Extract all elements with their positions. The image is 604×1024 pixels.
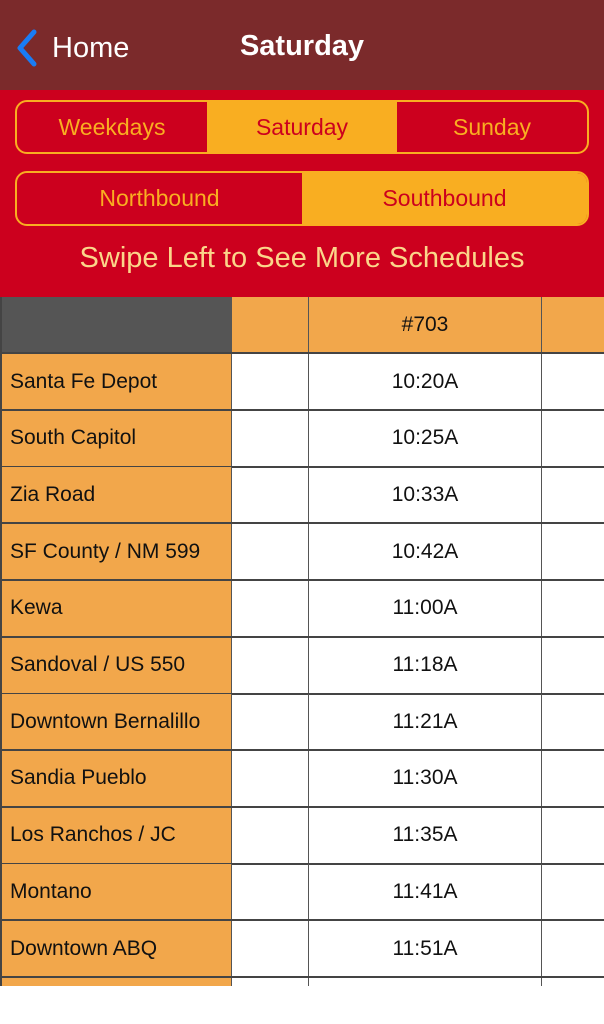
time-cell: 11:35A xyxy=(309,807,542,863)
header-cell-trip: #703 xyxy=(309,297,542,352)
table-row: Montano 11:41A xyxy=(0,864,604,922)
empty-cell xyxy=(542,864,604,919)
table-row: Sandia Pueblo 11:30A xyxy=(0,750,604,808)
empty-cell xyxy=(542,751,604,806)
swipe-hint: Swipe Left to See More Schedules xyxy=(79,242,525,274)
page-title: Saturday xyxy=(239,30,365,62)
table-header-row: #703 xyxy=(0,297,604,354)
table-row: Downtown Bernalillo 11:21A xyxy=(0,694,604,752)
header-cell xyxy=(542,297,604,352)
table-row: South Capitol 10:25A xyxy=(0,410,604,468)
empty-cell xyxy=(232,354,309,409)
table-row: Zia Road 10:33A xyxy=(0,467,604,525)
empty-cell xyxy=(542,978,604,986)
empty-cell xyxy=(232,921,309,976)
stop-name: Montano xyxy=(0,864,232,920)
empty-cell xyxy=(542,694,604,749)
time-cell: 10:42A xyxy=(309,524,542,580)
empty-cell xyxy=(232,524,309,580)
stop-name: Downtown ABQ xyxy=(0,921,232,976)
time-cell: 11:30A xyxy=(309,750,542,806)
empty-cell xyxy=(232,637,309,693)
back-button[interactable]: Home xyxy=(14,28,129,68)
direction-segmented-control: Northbound Southbound xyxy=(15,171,589,226)
tab-saturday[interactable]: Saturday xyxy=(207,102,397,152)
empty-cell xyxy=(232,410,309,466)
chevron-left-icon xyxy=(17,29,37,67)
time-cell: 10:20A xyxy=(309,354,542,409)
stop-name: Downtown Bernalillo xyxy=(0,694,232,750)
stop-name: South Capitol xyxy=(0,410,232,466)
empty-cell xyxy=(542,921,604,976)
empty-cell xyxy=(232,467,309,523)
back-label: Home xyxy=(52,31,130,64)
day-segmented-control: Weekdays Saturday Sunday xyxy=(15,100,589,154)
empty-cell xyxy=(542,808,604,863)
stop-name xyxy=(0,977,232,986)
table-row: Kewa 11:00A xyxy=(0,580,604,638)
filter-panel: Weekdays Saturday Sunday Northbound Sout… xyxy=(0,90,604,297)
empty-cell xyxy=(232,580,309,636)
stop-name: Sandia Pueblo xyxy=(0,750,232,806)
table-row: Los Ranchos / JC 11:35A xyxy=(0,807,604,865)
tab-northbound[interactable]: Northbound xyxy=(99,185,220,211)
empty-cell xyxy=(542,524,604,579)
stop-name: Los Ranchos / JC xyxy=(0,807,232,863)
time-cell: 11:21A xyxy=(309,694,542,750)
header-cell xyxy=(0,297,232,352)
time-cell: 11:51A xyxy=(309,921,542,976)
empty-cell xyxy=(542,411,604,466)
empty-cell xyxy=(542,354,604,409)
stop-name: SF County / NM 599 xyxy=(0,524,232,580)
table-row-partial xyxy=(0,977,604,986)
header-cell xyxy=(232,297,309,352)
empty-cell xyxy=(232,694,309,750)
table-row: Downtown ABQ 11:51A xyxy=(0,921,604,978)
empty-cell xyxy=(542,467,604,522)
table-row: Santa Fe Depot 10:20A xyxy=(0,354,604,411)
empty-cell xyxy=(232,750,309,806)
time-cell: 11:00A xyxy=(309,580,542,636)
empty-cell xyxy=(232,807,309,863)
time-cell: 11:18A xyxy=(309,637,542,693)
time-cell: 10:33A xyxy=(309,467,542,523)
tab-weekdays[interactable]: Weekdays xyxy=(58,113,166,140)
table-row: SF County / NM 599 10:42A xyxy=(0,524,604,582)
stop-name: Kewa xyxy=(0,580,232,636)
stop-name: Sandoval / US 550 xyxy=(0,637,232,693)
stop-name: Zia Road xyxy=(0,467,232,523)
empty-cell xyxy=(542,581,604,636)
empty-cell xyxy=(232,977,309,986)
tab-sunday[interactable]: Sunday xyxy=(452,113,531,140)
empty-cell xyxy=(232,864,309,920)
time-cell: 10:25A xyxy=(309,410,542,466)
table-row: Sandoval / US 550 11:18A xyxy=(0,637,604,695)
empty-cell xyxy=(542,638,604,693)
time-cell xyxy=(309,977,542,986)
navigation-bar: Home Saturday xyxy=(0,0,604,90)
stop-name: Santa Fe Depot xyxy=(0,354,232,409)
tab-southbound[interactable]: Southbound xyxy=(302,173,587,224)
time-cell: 11:41A xyxy=(309,864,542,920)
